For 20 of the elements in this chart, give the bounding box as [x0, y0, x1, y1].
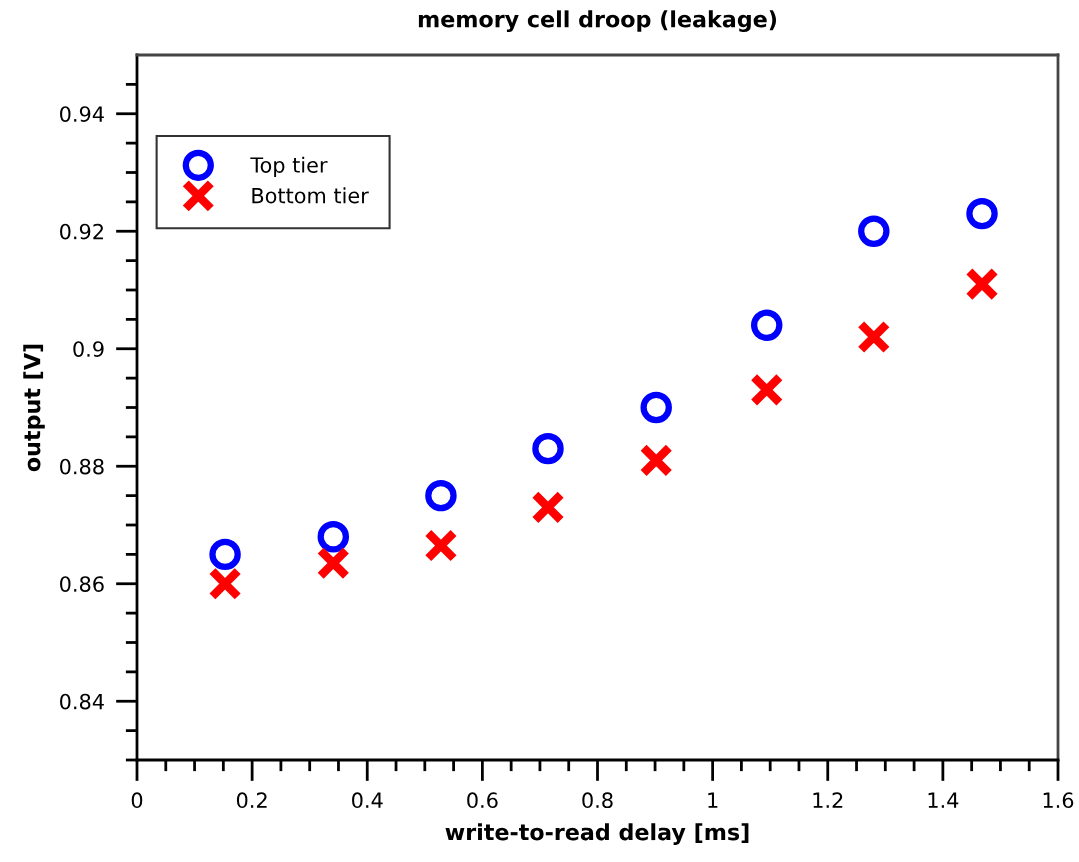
x-tick-label: 1.2	[813, 792, 843, 808]
x-tick-label: 0.4	[352, 792, 383, 809]
y-tick-label: 0.88	[60, 458, 104, 475]
y-tick-label: 0.84	[60, 693, 104, 710]
legend-label: Top tier	[250, 156, 328, 177]
x-tick-label: 1.6	[1043, 792, 1074, 809]
x-tick-label: 0.2	[236, 792, 267, 809]
x-axis-title: write-to-read delay [ms]	[445, 823, 749, 845]
y-axis-title: output [V]	[23, 344, 45, 472]
x-tick-label: 0.8	[582, 792, 613, 809]
x-tick-label: 0	[131, 792, 143, 809]
x-tick-label: 0.6	[467, 792, 498, 809]
chart-title: memory cell droop (leakage)	[418, 10, 777, 33]
x-tick-label: 1	[708, 792, 718, 808]
y-tick-label: 0.9	[73, 341, 104, 357]
y-tick-label: 0.94	[60, 106, 104, 122]
x-tick-label: 1.4	[928, 792, 959, 808]
y-tick-label: 0.86	[60, 576, 104, 592]
legend-label: Bottom tier	[252, 187, 369, 204]
y-tick-label: 0.92	[60, 223, 103, 240]
